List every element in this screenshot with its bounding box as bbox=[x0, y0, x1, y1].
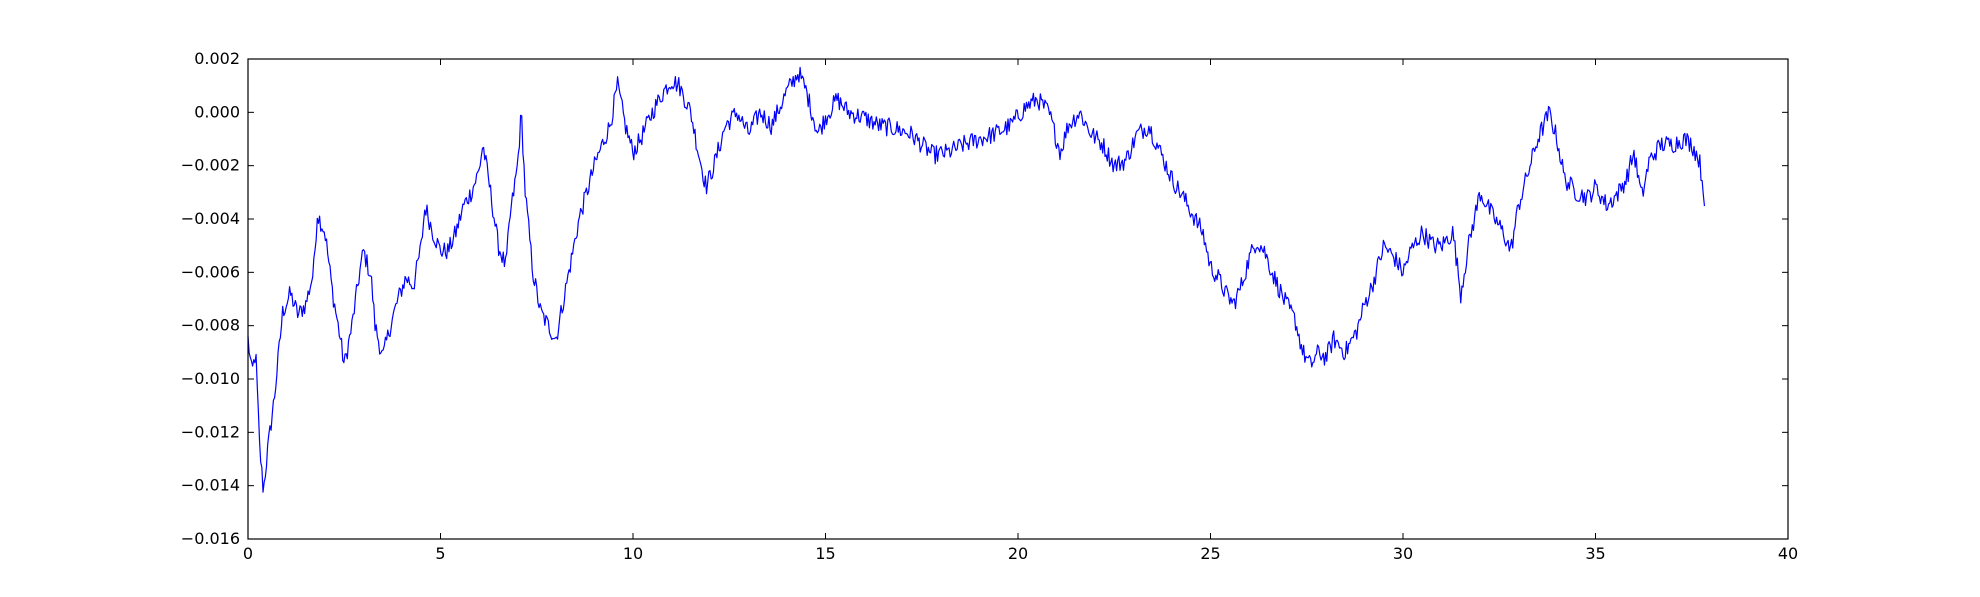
x-tick-label: 25 bbox=[1200, 544, 1220, 563]
y-tick-label: −0.008 bbox=[181, 316, 240, 335]
x-tick-label: 10 bbox=[623, 544, 643, 563]
y-tick-label: −0.006 bbox=[181, 262, 240, 281]
y-tick-label: −0.014 bbox=[181, 476, 240, 495]
y-tick-label: 0.002 bbox=[194, 49, 240, 68]
x-tick-label: 15 bbox=[815, 544, 835, 563]
labels-layer: 0 5 10 15 20 25 30 35 40 0.002 0.000 −0.002 −0.004 −0… bbox=[181, 49, 1798, 563]
y-tick-label: −0.012 bbox=[181, 422, 240, 441]
x-tick-label: 40 bbox=[1778, 544, 1798, 563]
y-tick-label: −0.004 bbox=[181, 209, 240, 228]
y-tick-label: 0.000 bbox=[194, 102, 240, 121]
plot-area bbox=[248, 59, 1788, 539]
x-tick-label: 35 bbox=[1585, 544, 1605, 563]
axes-frame bbox=[247, 58, 1789, 540]
y-tick-label: −0.010 bbox=[181, 369, 240, 388]
x-tick-label: 5 bbox=[435, 544, 445, 563]
x-tick-label: 0 bbox=[243, 544, 253, 563]
y-tick-label: −0.016 bbox=[181, 529, 240, 548]
series-layer bbox=[247, 66, 1706, 493]
x-tick-label: 30 bbox=[1393, 544, 1413, 563]
series-line-0 bbox=[247, 66, 1706, 493]
x-tick-label: 20 bbox=[1008, 544, 1028, 563]
y-tick-label: −0.002 bbox=[181, 156, 240, 175]
